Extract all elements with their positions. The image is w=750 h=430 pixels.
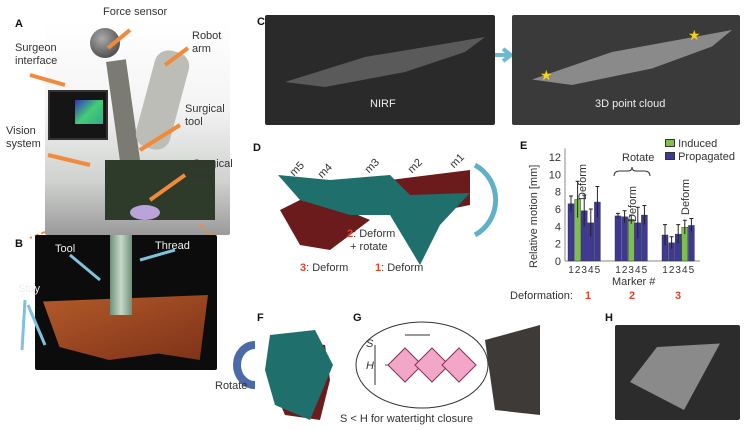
- x-tick-label: 3: [628, 265, 634, 276]
- label-stay: Stay: [18, 283, 41, 295]
- panel-label-c: C: [257, 16, 265, 28]
- x-tick-label: 5: [642, 265, 648, 276]
- suture-spacing-diagram: [355, 321, 540, 415]
- panel-label-g: G: [353, 312, 362, 324]
- deformation-3: 3: [675, 290, 682, 302]
- label-surgical-site: Surgical site: [193, 158, 233, 183]
- x-tick-label: 1: [568, 265, 574, 276]
- height-h-label: H: [366, 360, 374, 372]
- closure-result-image: [615, 325, 740, 420]
- deformation-1: 1: [585, 290, 592, 302]
- panel-label-a: A: [15, 18, 23, 30]
- deform-3-label: 3: Deform: [300, 262, 349, 274]
- star-icon: ★: [688, 27, 701, 43]
- bar: [621, 216, 628, 262]
- deform-annotation-2: Deform: [627, 185, 639, 222]
- deform-2-label: 2: Deform + rotate: [347, 228, 396, 253]
- nirf-caption: NIRF: [370, 98, 396, 110]
- spacing-s-label: S: [366, 338, 374, 350]
- x-tick-label: 4: [588, 265, 594, 276]
- blue-arrows: [20, 248, 176, 351]
- label-thread: Thread: [155, 240, 190, 252]
- x-tick-label: 4: [682, 265, 688, 276]
- y-tick-label: 8: [555, 187, 561, 199]
- chart-legend: Induced Propagated: [665, 138, 735, 164]
- x-tick-label: 3: [581, 265, 587, 276]
- rotate-brace: [613, 166, 651, 177]
- orange-arrows: [29, 28, 216, 239]
- robot-system-photo: [45, 20, 230, 235]
- rotate-label: Rotate: [215, 380, 248, 392]
- x-tick-label: 2: [622, 265, 628, 276]
- label-surgeon-interface: Surgeon interface: [15, 42, 58, 67]
- rotate-annotation: Rotate: [622, 152, 655, 164]
- bar: [614, 215, 622, 262]
- y-tick-label: 12: [549, 152, 561, 164]
- legend-propagated: Propagated: [665, 151, 735, 164]
- x-tick-label: 5: [689, 265, 695, 276]
- right-arrow-icon: [495, 47, 515, 63]
- panel-label-b: B: [15, 238, 23, 250]
- legend-induced: Induced: [665, 138, 735, 151]
- y-tick-label: 0: [555, 256, 561, 268]
- deformation-2: 2: [629, 290, 636, 302]
- deform-1-label: 1: Deform: [375, 262, 424, 274]
- x-tick-label: 3: [675, 265, 681, 276]
- panel-label-f: F: [257, 312, 264, 324]
- star-icon: ★: [540, 67, 553, 83]
- deformation-label: Deformation:: [510, 290, 573, 302]
- point-cloud-image: ★ ★: [512, 15, 740, 125]
- y-tick-label: 2: [555, 239, 561, 251]
- label-robot-arm: Robot arm: [192, 30, 222, 55]
- label-force-sensor: Force sensor: [103, 6, 168, 18]
- x-tick-label: 5: [595, 265, 601, 276]
- deform-annotation-1: Deform: [577, 163, 589, 200]
- chart-y-label: Relative motion [mm]: [528, 164, 540, 268]
- panel-label-e: E: [520, 140, 528, 152]
- point-cloud-caption: 3D point cloud: [595, 98, 666, 110]
- watertight-caption: S < H for watertight closure: [340, 413, 473, 425]
- y-tick-label: 4: [555, 221, 561, 233]
- x-tick-label: 1: [615, 265, 621, 276]
- chart-x-label: Marker #: [612, 276, 656, 288]
- y-tick-label: 6: [555, 204, 561, 216]
- label-surgical-tool: Surgical tool: [185, 103, 225, 128]
- rotated-tissue-model: [233, 330, 333, 420]
- y-tick-label: 10: [549, 169, 561, 181]
- x-tick-label: 4: [635, 265, 641, 276]
- x-tick-label: 1: [662, 265, 668, 276]
- bar: [567, 203, 575, 262]
- tissue-deformation-model: [278, 162, 499, 265]
- x-tick-label: 2: [575, 265, 581, 276]
- deform-annotation-3: Deform: [680, 178, 692, 215]
- x-tick-label: 2: [669, 265, 675, 276]
- nirf-image: [265, 15, 495, 125]
- label-tool: Tool: [55, 243, 76, 255]
- bar: [628, 219, 635, 262]
- panel-label-h: H: [605, 312, 613, 324]
- panel-label-d: D: [253, 142, 261, 154]
- label-vision-system: Vision system: [6, 125, 41, 150]
- suture-closeup-photo: [35, 235, 217, 370]
